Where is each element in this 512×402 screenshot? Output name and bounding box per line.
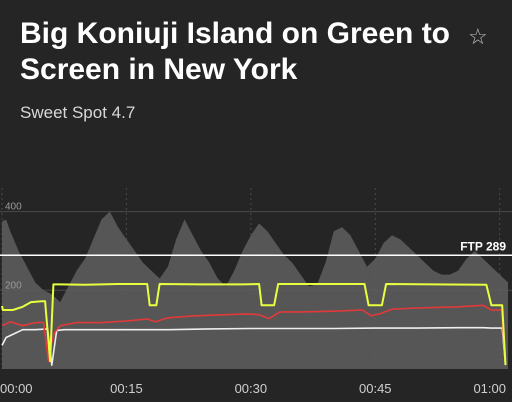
x-tick-label: 00:30: [235, 381, 268, 396]
y-tick-label-400: 400: [5, 202, 22, 213]
heart-rate-line: [1, 326, 507, 366]
x-tick-label: 00:15: [110, 381, 143, 396]
workout-title: Big Koniuji Island on Green to Screen in…: [20, 17, 451, 86]
y-tick-label-200: 200: [5, 280, 22, 291]
x-tick-label: 01:00: [473, 381, 506, 396]
target-power-line: [1, 283, 507, 366]
workout-chart-svg: 200 400 00:00 00:15 00:30 00:45 01:00 FTP 289: [0, 188, 512, 396]
ftp-label: FTP 289: [460, 239, 506, 253]
elevation-area: [2, 211, 508, 369]
workout-subtitle: Sweet Spot 4.7: [20, 103, 136, 122]
x-tick-label: 00:45: [359, 381, 392, 396]
workout-chart: 200 400 00:00 00:15 00:30 00:45 01:00 FTP 289: [0, 188, 512, 402]
x-tick-label: 00:00: [0, 381, 33, 396]
star-icon[interactable]: ☆: [468, 24, 488, 49]
